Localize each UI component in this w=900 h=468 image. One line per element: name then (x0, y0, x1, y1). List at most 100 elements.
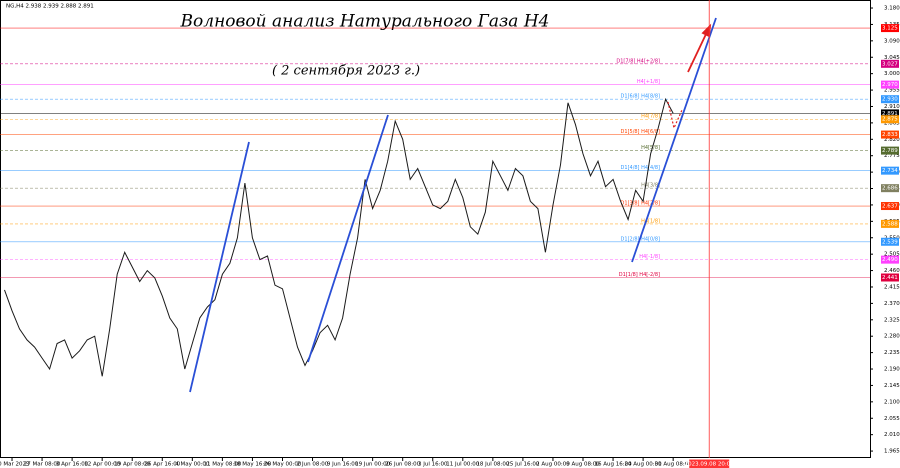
x-tick-label: 4 May 00:00 (175, 462, 210, 468)
x-tick-label: 27 Mar 08:00 (24, 462, 61, 468)
y-tick-label: 2.460 (884, 268, 900, 274)
x-tick-label: 9 Jun 16:00 (327, 462, 359, 468)
level-tag-label: 2.441 (882, 275, 898, 281)
price-line (4, 97, 674, 377)
level-tag (881, 202, 899, 211)
level-tag (881, 80, 899, 89)
y-tick-label: 2.505 (884, 252, 900, 258)
level-label: H4[3/8] (641, 183, 660, 189)
price (4, 97, 674, 377)
level-tag-label: 2.637 (882, 204, 898, 210)
level-tag-label: 3.027 (882, 61, 898, 67)
level-label: D1[6/8] H4[8/8] (621, 94, 661, 100)
level-tag (881, 95, 899, 104)
x-tick-label: 26 Jun 08:00 (385, 462, 420, 468)
y-tick-label: 2.100 (884, 399, 900, 405)
x-tick-label: 2 Jun 08:00 (297, 462, 329, 468)
x-tick-label: 26 May 00:00 (264, 462, 302, 468)
y-tick-label: 2.010 (884, 432, 900, 438)
level-label: H4[+1/8] (637, 79, 660, 85)
y-tick-label: 3.000 (884, 71, 900, 77)
level-label: H4[-1/8] (639, 254, 660, 260)
y-tick-label: 3.045 (884, 55, 900, 61)
level-tag-label: 2.734 (882, 168, 898, 174)
x-tick-label: 9 Aug 08:00 (566, 462, 600, 468)
level-label: H4[1/8] (641, 218, 660, 224)
level-tag (881, 166, 899, 175)
level-tag (881, 273, 899, 282)
x-tick-label: 24 Aug 00:00 (625, 462, 663, 468)
level-tag (881, 255, 899, 264)
time-marker-label: 2023.09.08 20:00 (685, 462, 735, 468)
wave-line (307, 114, 389, 363)
header: NG,H4 2.938 2.939 2.888 2.891 (6, 4, 94, 10)
level-tag-label: 2.789 (882, 148, 898, 154)
x-tick-label: 11 Jul 00:00 (446, 462, 479, 468)
level-tag-label: 2.490 (882, 257, 898, 263)
level-label: H4[7/8] (641, 114, 660, 120)
level-label: D1[1/8] H4[-2/8] (619, 272, 660, 278)
y-tick-label: 2.955 (884, 88, 900, 94)
y-tick-label: 2.325 (884, 317, 900, 323)
x-tick-label: 31 Aug 08:00 (655, 462, 693, 468)
x-tick-label: 12 Apr 00:00 (84, 462, 120, 468)
plot-frame (0, 0, 871, 458)
x-tick-label: 2 Aug 00:00 (536, 462, 570, 468)
level-tag-label: 2.588 (882, 221, 898, 227)
wave-line (189, 141, 250, 393)
y-tick-label: 3.090 (884, 38, 900, 44)
level-tag (881, 146, 899, 155)
y-tick-label: 1.965 (884, 449, 900, 455)
y-tick-label: 2.145 (884, 383, 900, 389)
x-tick-label: 18 Jul 08:00 (476, 462, 509, 468)
y-tick-label: 2.190 (884, 367, 900, 373)
x-tick-label: 19 Apr 08:00 (114, 462, 150, 468)
level-label: D1[3/8] H4[2/8] (621, 201, 661, 207)
y-tick-label: 2.910 (884, 104, 900, 110)
x-tick-label: 3 Jul 16:00 (418, 462, 448, 468)
arrow (687, 31, 708, 73)
level-tag (881, 115, 899, 124)
x-tick-label: 16 Aug 16:00 (595, 462, 633, 468)
level-label: D1[5/8] H4[6/8] (621, 129, 661, 135)
y-tick-label: 2.775 (884, 153, 900, 159)
arrow-zigzag (667, 101, 683, 130)
level-tag (881, 219, 899, 228)
level-tag (881, 184, 899, 193)
x-tick-label: 18 May 16:00 (234, 462, 272, 468)
level-label: H4[5/8] (641, 145, 660, 151)
x-tick-label: 11 May 08:00 (204, 462, 242, 468)
y-tick-label: 2.235 (884, 350, 900, 356)
level-tag-label: 2.833 (882, 132, 898, 138)
level-tag-label: 2.930 (882, 97, 898, 103)
level-tag-label: 2.539 (882, 239, 898, 245)
y-tick-label: 2.820 (884, 137, 900, 143)
level-label: D1[7/8] H4[+2/8] (616, 58, 660, 64)
x-tick-label: 19 Jun 00:00 (355, 462, 390, 468)
chart-title: Волновой анализ Натурального Газа H4 (180, 12, 550, 32)
level-tag-label: 2.891 (882, 111, 898, 117)
y-tick-label: 2.055 (884, 416, 900, 422)
y-tick-label: 2.865 (884, 120, 900, 126)
level-tag (881, 109, 899, 118)
wave-line (631, 17, 717, 263)
level-tag-label: 3.125 (882, 26, 898, 32)
level-tag (881, 24, 899, 33)
level-tag (881, 130, 899, 139)
y-tick-label: 3.180 (884, 6, 900, 12)
x-tick-label: 20 Mar 2023 (0, 462, 30, 468)
y-tick-label: 2.280 (884, 334, 900, 340)
x-tick-label: 25 Jul 16:00 (506, 462, 539, 468)
level-tag-label: 2.686 (882, 186, 898, 192)
level-tag (881, 59, 899, 68)
chart-subtitle: ( 2 сентября 2023 г.) (272, 64, 420, 79)
x-tick-label: 26 Apr 16:00 (144, 462, 180, 468)
level-label: D1[4/8] H4[4/8] (621, 165, 661, 171)
x-tick-label: 3 Apr 16:00 (56, 462, 89, 468)
wave-lines (189, 17, 717, 393)
level-tag (881, 237, 899, 246)
time-marker-tag (689, 459, 730, 468)
y-tick-label: 2.415 (884, 284, 900, 290)
